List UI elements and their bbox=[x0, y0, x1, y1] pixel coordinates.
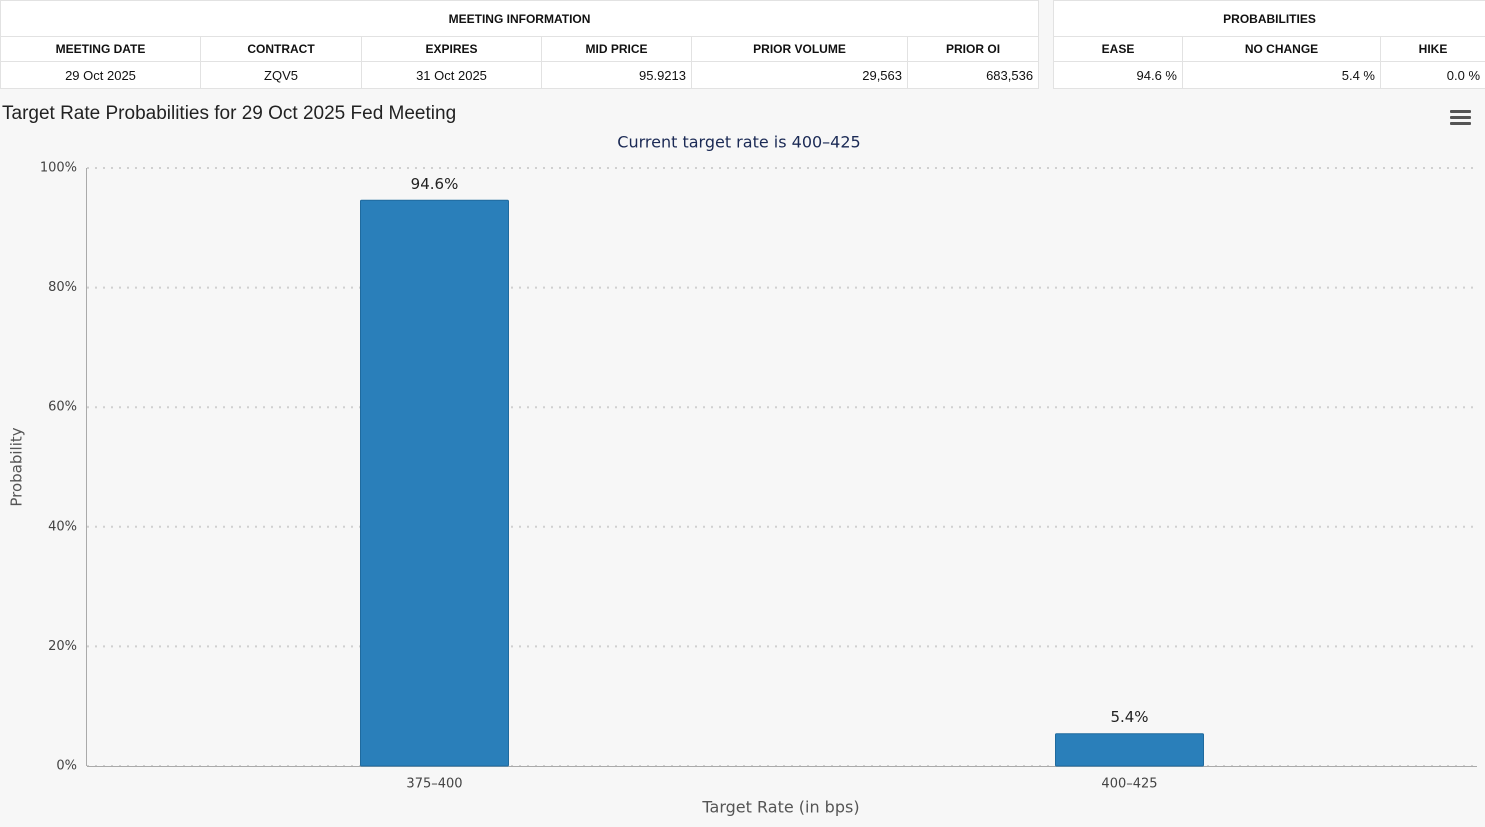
y-tick-label: 40% bbox=[48, 519, 77, 534]
table-cell: 31 Oct 2025 bbox=[361, 61, 542, 89]
table-cell: 94.6 % bbox=[1053, 61, 1183, 89]
x-tick-label: 400–425 bbox=[1101, 777, 1157, 792]
y-axis-title: Probability bbox=[8, 427, 26, 506]
table-header-row: PROBABILITIES bbox=[1052, 0, 1485, 37]
bar bbox=[1055, 733, 1204, 767]
table-title: MEETING INFORMATION bbox=[0, 0, 1040, 37]
chart-subtitle: Current target rate is 400–425 bbox=[617, 133, 860, 152]
column-header: MEETING DATE bbox=[0, 36, 201, 62]
column-header-row: EASE NO CHANGE HIKE bbox=[1053, 36, 1485, 62]
chart-title: Target Rate Probabilities for 29 Oct 202… bbox=[2, 103, 456, 124]
y-tick-label: 80% bbox=[48, 280, 77, 295]
column-header: NO CHANGE bbox=[1182, 36, 1381, 62]
x-tick-label: 375–400 bbox=[406, 777, 462, 792]
data-label: 5.4% bbox=[1110, 708, 1148, 726]
column-header: EASE bbox=[1053, 36, 1183, 62]
data-label: 94.6% bbox=[411, 175, 459, 193]
column-header: MID PRICE bbox=[541, 36, 692, 62]
column-header: PRIOR OI bbox=[906, 36, 1040, 62]
table-cell: 95.9213 bbox=[541, 61, 692, 89]
column-header: EXPIRES bbox=[361, 36, 542, 62]
menu-button[interactable] bbox=[1450, 110, 1471, 125]
table-row: 29 Oct 2025 ZQV5 31 Oct 2025 95.9213 29,563 6… bbox=[0, 61, 1040, 89]
x-axis-title: Target Rate (in bps) bbox=[701, 798, 859, 817]
table-header-row: MEETING INFORMATION bbox=[0, 0, 1040, 37]
column-header-row: MEETING DATE CONTRACT EXPIRES MID PRICE PRIO… bbox=[0, 36, 1040, 62]
column-header: HIKE bbox=[1379, 36, 1485, 62]
table-cell: 683,536 bbox=[906, 61, 1040, 89]
table-cell: 5.4 % bbox=[1182, 61, 1381, 89]
meeting-table: MEETING INFORMATION MEETING DATE CONTRACT E… bbox=[0, 0, 1040, 89]
y-tick-label: 100% bbox=[40, 161, 77, 176]
column-header: CONTRACT bbox=[200, 36, 362, 62]
table-cell: 29 Oct 2025 bbox=[0, 61, 201, 89]
table-cell: ZQV5 bbox=[200, 61, 362, 89]
probabilities-table: PROBABILITIES EASE NO CHANGE HIKE 94.6 % 5.4 … bbox=[1052, 0, 1485, 89]
y-tick-label: 0% bbox=[56, 759, 77, 774]
table-cell: 29,563 bbox=[691, 61, 908, 89]
column-header: PRIOR VOLUME bbox=[691, 36, 908, 62]
table-title: PROBABILITIES bbox=[1052, 0, 1485, 37]
y-tick-label: 60% bbox=[48, 400, 77, 415]
table-cell: 0.0 % bbox=[1379, 61, 1485, 89]
table-row: 94.6 % 5.4 % 0.0 % bbox=[1053, 61, 1485, 89]
bar bbox=[360, 199, 509, 767]
y-tick-label: 20% bbox=[48, 639, 77, 654]
